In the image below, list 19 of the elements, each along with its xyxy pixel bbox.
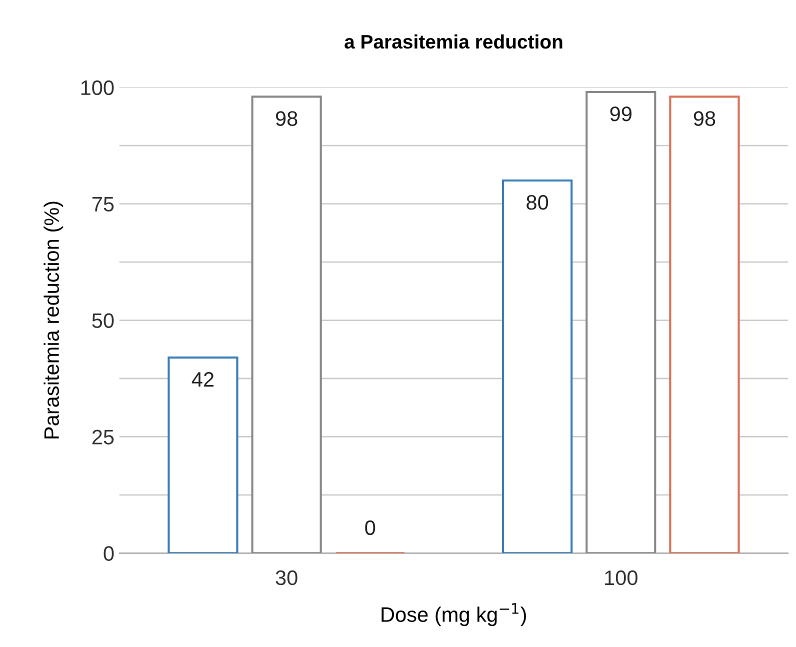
x-tick-label: 30 xyxy=(276,570,298,586)
bar xyxy=(168,356,238,554)
data-label: 98 xyxy=(276,111,298,126)
y-tick-label: 50 xyxy=(92,313,114,328)
y-tick-label: 0 xyxy=(104,546,114,561)
data-label: 0 xyxy=(365,520,376,536)
y-tick-label: 25 xyxy=(92,430,114,444)
data-label: 80 xyxy=(526,195,548,210)
chart-title: a Parasitemia reduction xyxy=(344,34,562,49)
data-label: 98 xyxy=(694,111,716,126)
y-tick-label: 100 xyxy=(81,80,114,96)
data-label: 42 xyxy=(192,372,214,387)
bar xyxy=(586,90,656,554)
bar xyxy=(502,179,573,554)
y-axis-title: Parasitemia reduction (%) xyxy=(44,202,64,438)
y-tick-label: 75 xyxy=(92,197,114,212)
x-axis-title: Dose (mg kg$^{−1}$) xyxy=(382,603,526,626)
data-label: 99 xyxy=(610,106,632,122)
bar xyxy=(251,96,322,554)
